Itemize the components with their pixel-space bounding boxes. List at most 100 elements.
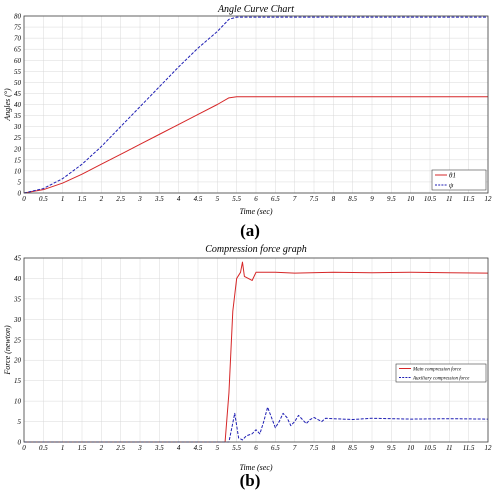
y-tick-label: 65 — [14, 46, 22, 54]
x-tick-label: 5 — [216, 195, 220, 203]
x-tick-label: 5.5 — [232, 195, 241, 203]
x-tick-label: 3 — [137, 195, 142, 203]
x-tick-label: 0 — [22, 444, 26, 452]
y-tick-label: 45 — [14, 255, 22, 263]
y-axis-label: Angles (°) — [3, 88, 12, 122]
legend-label: Main compression force — [412, 367, 462, 372]
x-tick-label: 4.5 — [194, 195, 203, 203]
x-tick-label: 10 — [407, 444, 415, 452]
y-tick-label: 35 — [13, 295, 22, 303]
y-tick-label: 15 — [14, 377, 22, 385]
x-tick-label: 2 — [100, 444, 104, 452]
x-tick-label: 4.5 — [194, 444, 203, 452]
x-tick-label: 0 — [22, 195, 26, 203]
x-axis-label: Time (sec) — [239, 207, 272, 216]
series-line-1 — [24, 261, 489, 443]
x-tick-label: 2 — [100, 195, 104, 203]
x-tick-label: 9.5 — [387, 444, 396, 452]
x-tick-label: 8 — [332, 444, 336, 452]
series-line-1 — [23, 96, 488, 194]
x-tick-label: 1 — [61, 195, 65, 203]
x-tick-label: 3.5 — [154, 195, 164, 203]
x-tick-label: 9.5 — [387, 195, 396, 203]
y-tick-label: 10 — [14, 398, 22, 406]
y-tick-label: 60 — [14, 57, 22, 65]
y-tick-label: 75 — [14, 24, 22, 32]
x-tick-label: 6.5 — [271, 195, 280, 203]
x-tick-label: 6 — [254, 444, 258, 452]
y-tick-label: 80 — [14, 13, 22, 21]
x-tick-label: 9 — [370, 444, 374, 452]
x-tick-label: 0.5 — [39, 444, 48, 452]
plot-frame — [23, 15, 489, 194]
y-tick-label: 70 — [14, 35, 22, 43]
y-tick-label: 20 — [14, 357, 22, 365]
x-tick-label: 12 — [485, 444, 493, 452]
panel-label: (a) — [240, 221, 260, 240]
series-line-2 — [24, 406, 489, 443]
series-line-2 — [23, 16, 488, 194]
x-tick-label: 4 — [177, 444, 181, 452]
legend-box — [395, 363, 487, 383]
x-tick-label: 11.5 — [463, 444, 475, 452]
chart-title: Angle Curve Chart — [217, 4, 294, 15]
x-tick-label: 6.5 — [271, 444, 280, 452]
y-tick-label: 5 — [18, 178, 22, 186]
y-axis-label: Force (newton) — [3, 325, 12, 376]
x-tick-label: 2.5 — [116, 195, 125, 203]
y-tick-label: 40 — [14, 101, 22, 109]
y-tick-label: 35 — [13, 112, 22, 120]
y-tick-label: 0 — [18, 439, 22, 447]
x-tick-label: 10.5 — [424, 195, 437, 203]
x-tick-label: 1 — [61, 444, 65, 452]
x-tick-label: 7 — [293, 195, 297, 203]
chart-title: Compression force graph — [205, 244, 306, 255]
y-tick-label: 30 — [13, 316, 22, 324]
legend-label: Auxiliary compression force — [412, 376, 470, 381]
y-tick-label: 45 — [14, 90, 22, 98]
y-tick-label: 25 — [14, 336, 22, 344]
x-tick-label: 8.5 — [348, 195, 357, 203]
x-tick-label: 4 — [177, 195, 181, 203]
y-tick-label: 15 — [14, 156, 22, 164]
y-tick-label: 0 — [18, 190, 22, 198]
chart-2: 0 0.5 1 1.5 2 2.5 3 3.5 4 4.5 5 5.5 6 6.5 7 7.5 8 8.5 9 9.5… — [3, 244, 492, 490]
x-tick-label: 11 — [446, 444, 452, 452]
legend-box — [431, 169, 487, 191]
x-tick-label: 5.5 — [232, 444, 241, 452]
y-tick-label: 20 — [14, 145, 22, 153]
x-tick-label: 5 — [216, 444, 220, 452]
y-tick-label: 30 — [13, 123, 22, 131]
x-tick-label: 8.5 — [348, 444, 357, 452]
x-tick-label: 1.5 — [78, 444, 87, 452]
panel-label: (b) — [240, 471, 261, 490]
x-tick-label: 0.5 — [39, 195, 48, 203]
x-tick-label: 12 — [485, 195, 493, 203]
x-tick-label: 10.5 — [424, 444, 437, 452]
y-tick-label: 25 — [14, 134, 22, 142]
y-tick-label: 50 — [14, 79, 22, 87]
x-tick-label: 7.5 — [310, 195, 319, 203]
x-tick-label: 7.5 — [310, 444, 319, 452]
x-tick-label: 11.5 — [463, 195, 475, 203]
x-tick-label: 8 — [332, 195, 336, 203]
legend-label: θ1 — [449, 171, 456, 179]
x-tick-label: 10 — [407, 195, 415, 203]
x-tick-label: 3.5 — [154, 444, 164, 452]
legend-label: ψ — [449, 181, 454, 189]
y-tick-label: 5 — [18, 418, 22, 426]
y-tick-label: 40 — [14, 275, 22, 283]
x-tick-label: 6 — [254, 195, 258, 203]
y-tick-label: 10 — [14, 167, 22, 175]
x-tick-label: 7 — [293, 444, 297, 452]
x-tick-label: 9 — [370, 195, 374, 203]
plot-frame — [23, 257, 489, 443]
chart-1: 0 0.5 1 1.5 2 2.5 3 3.5 4 4.5 5 5.5 6 6.5 7 7.5 8 8.5 9 9.5… — [3, 4, 492, 240]
y-tick-label: 55 — [14, 68, 22, 76]
x-tick-label: 1.5 — [78, 195, 87, 203]
legend: θ1 ψ — [431, 169, 487, 191]
legend: Main compression force Auxiliary compress… — [395, 363, 487, 383]
x-tick-label: 3 — [137, 444, 142, 452]
x-tick-label: 2.5 — [116, 444, 125, 452]
